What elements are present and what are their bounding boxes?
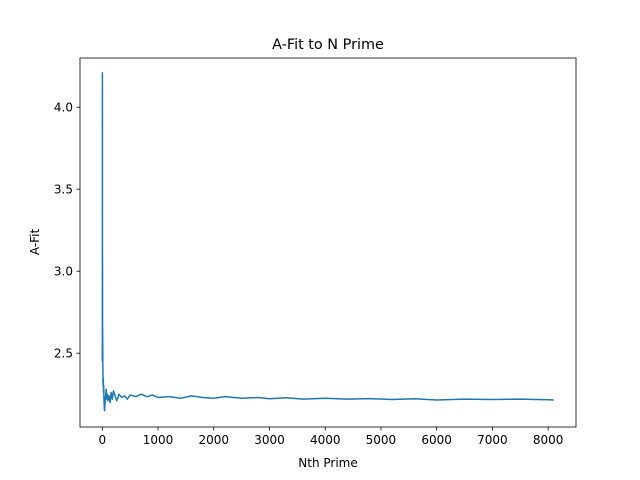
x-tick-label: 1000: [143, 433, 174, 447]
y-tick-label: 4.0: [54, 101, 73, 115]
chart-title: A-Fit to N Prime: [272, 37, 384, 53]
x-tick-label: 7000: [477, 433, 508, 447]
x-tick-label: 6000: [421, 433, 452, 447]
y-tick-label: 3.0: [54, 265, 73, 279]
y-axis-label: A-Fit: [28, 229, 42, 256]
x-axis-ticks: 0 1000 2000 3000 4000 5000 6000 7000 8000: [98, 427, 563, 447]
plot-area: [79, 57, 577, 428]
y-axis-ticks: 2.5 3.0 3.5 4.0: [54, 101, 80, 361]
x-tick-label: 5000: [366, 433, 397, 447]
y-tick-label: 2.5: [54, 347, 73, 361]
x-tick-label: 4000: [310, 433, 341, 447]
series-layer: [101, 72, 554, 412]
x-tick-label: 8000: [533, 433, 564, 447]
x-tick-label: 2000: [198, 433, 229, 447]
x-tick-label: 3000: [254, 433, 285, 447]
x-tick-label: 0: [98, 433, 106, 447]
axes-frame: [79, 57, 577, 428]
x-axis-label: Nth Prime: [298, 456, 357, 470]
series-line-0: [101, 72, 554, 412]
y-tick-label: 3.5: [54, 183, 73, 197]
